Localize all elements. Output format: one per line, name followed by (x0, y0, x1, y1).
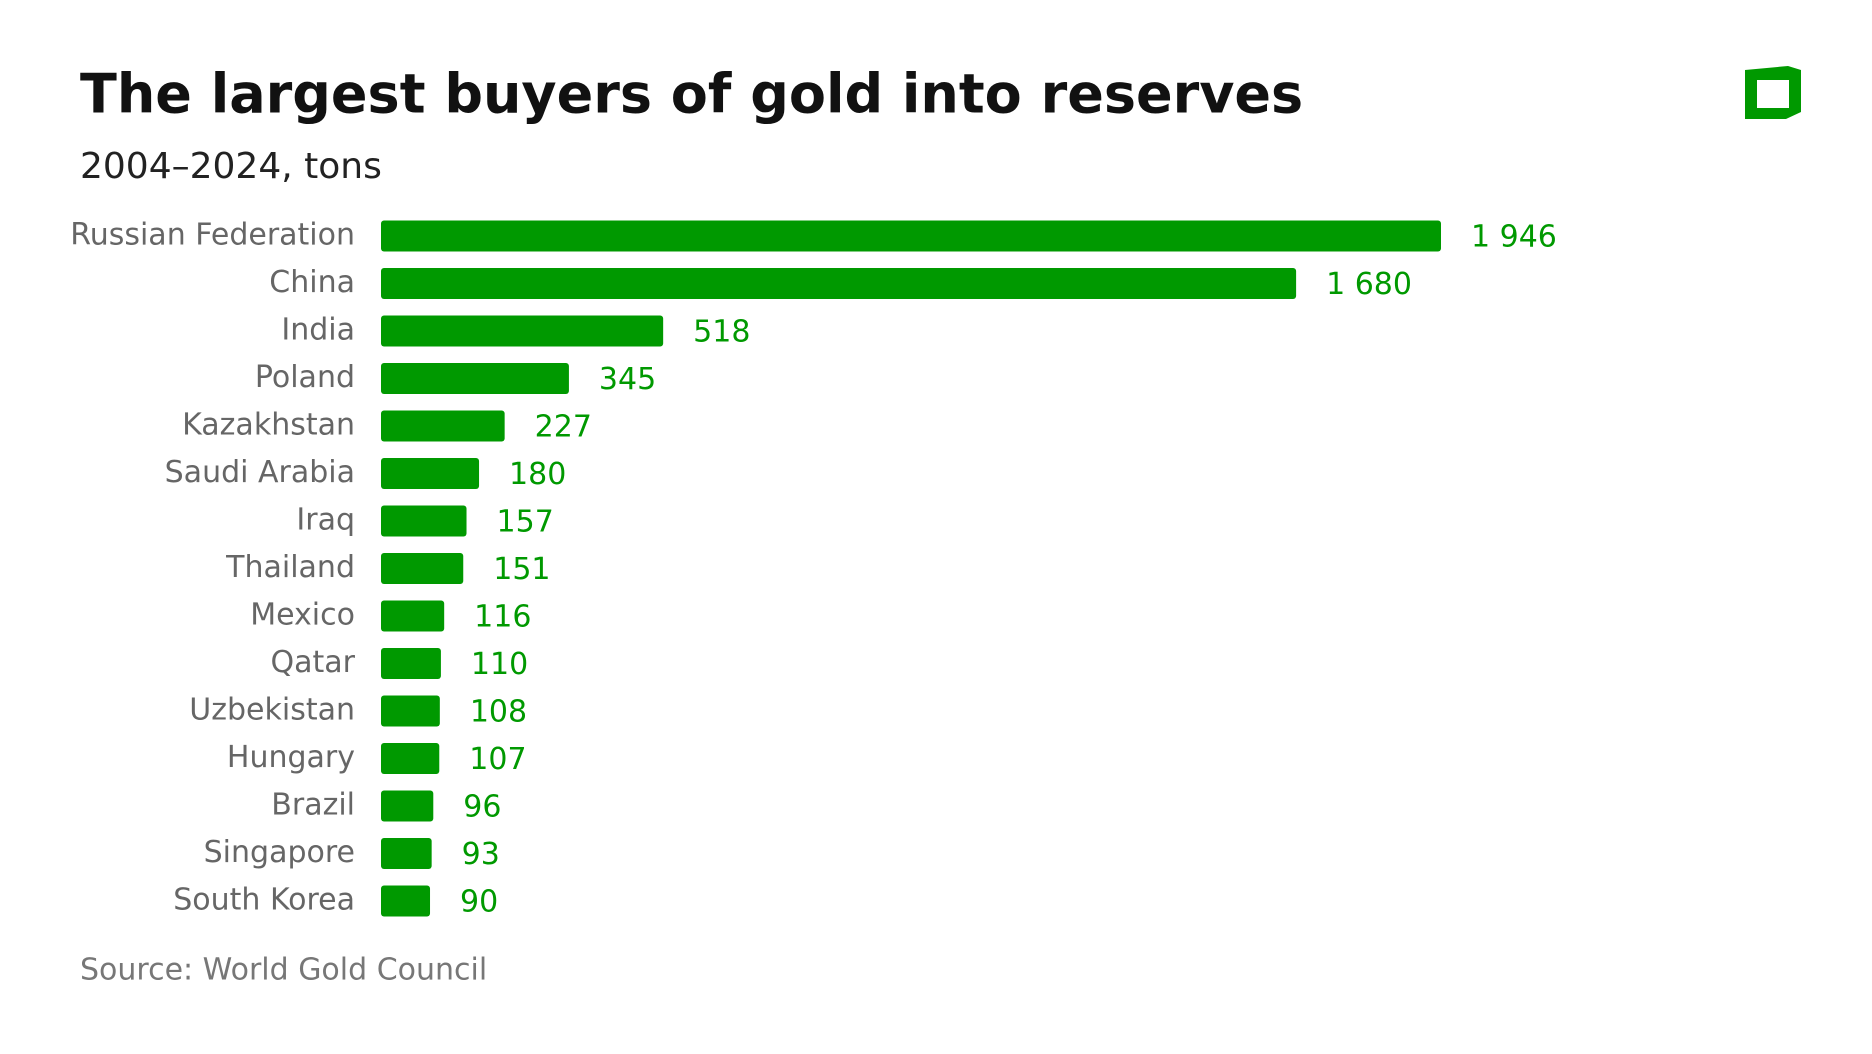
category-label: Uzbekistan (189, 693, 355, 728)
category-label: Hungary (227, 740, 355, 775)
bar (381, 410, 505, 442)
bar (381, 268, 1297, 299)
bar (381, 220, 1441, 252)
category-label: Russian Federation (70, 218, 355, 253)
value-label: 1 946 (1471, 220, 1557, 255)
value-label: 96 (463, 790, 501, 825)
category-label: Brazil (271, 788, 355, 823)
value-label: 90 (460, 885, 498, 920)
category-label: China (269, 265, 355, 300)
category-label: Saudi Arabia (165, 455, 355, 490)
bar (381, 838, 432, 869)
bar (381, 885, 431, 917)
category-label: Singapore (204, 835, 355, 870)
bar (381, 648, 441, 679)
bar (381, 600, 445, 632)
bar (381, 363, 569, 394)
bar (381, 743, 440, 774)
value-label: 227 (535, 410, 592, 445)
category-label: Thailand (225, 550, 355, 585)
category-label: Iraq (296, 503, 355, 538)
category-label: India (281, 313, 355, 348)
value-label: 110 (471, 647, 528, 682)
logo (1745, 66, 1801, 119)
value-label: 157 (497, 505, 554, 540)
bar (381, 458, 480, 489)
bar (381, 553, 464, 584)
value-label: 1 680 (1326, 267, 1412, 302)
logo-mark (1745, 66, 1801, 119)
bar (381, 695, 440, 727)
source: Source: World Gold Council (80, 953, 487, 988)
category-label: South Korea (173, 883, 355, 918)
bar (381, 315, 664, 347)
category-label: Qatar (271, 645, 356, 680)
chart-title: The largest buyers of gold into reserves (80, 63, 1303, 126)
value-label: 345 (599, 362, 656, 397)
chart-subtitle: 2004–2024, tons (80, 146, 382, 187)
category-label: Poland (255, 360, 355, 395)
category-label: Kazakhstan (182, 408, 355, 443)
bar (381, 790, 434, 822)
value-label: 151 (493, 552, 550, 587)
value-label: 180 (509, 457, 566, 492)
value-label: 108 (470, 695, 527, 730)
category-label: Mexico (250, 598, 355, 633)
value-label: 107 (469, 742, 526, 777)
value-label: 518 (693, 315, 750, 350)
value-label: 93 (462, 837, 500, 872)
value-label: 116 (474, 600, 531, 635)
bar (381, 505, 467, 537)
